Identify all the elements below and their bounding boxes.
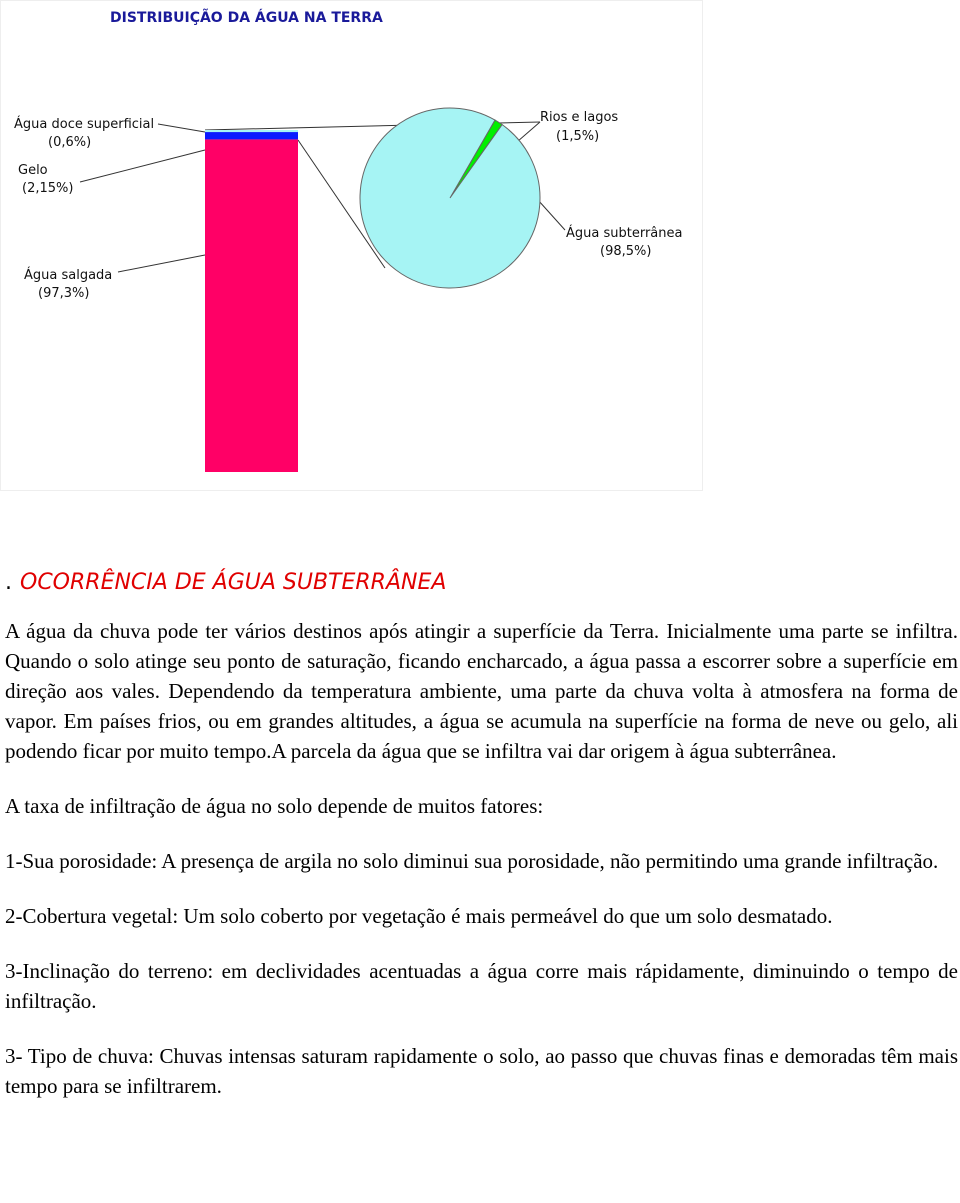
paragraph: A taxa de infiltração de água no solo de…: [5, 794, 544, 818]
paragraph: 3- Tipo de chuva: Chuvas intensas satura…: [5, 1044, 958, 1098]
paragraph: 3-Inclinação do terreno: em declividades…: [5, 959, 958, 1013]
paragraph: 1-Sua porosidade: A presença de argila n…: [5, 849, 939, 873]
label: Rios e lagos: [540, 110, 618, 125]
bar-segment: [205, 132, 298, 140]
chart-title: DISTRIBUIÇÃO DA ÁGUA NA TERRA: [110, 9, 383, 26]
leader-line: [79, 149, 206, 183]
label: Gelo: [18, 163, 48, 178]
value-label: (2,15%): [22, 181, 73, 196]
value-label: (0,6%): [48, 135, 91, 150]
leader-line: [157, 123, 206, 133]
heading-text: OCORRÊNCIA DE ÁGUA SUBTERRÂNEA: [20, 570, 447, 595]
label: Água doce superficial: [14, 116, 154, 132]
value-label: (98,5%): [600, 244, 651, 259]
connector-line: [297, 139, 386, 269]
document: . OCORRÊNCIA DE ÁGUA SUBTERRÂNEA A água d…: [5, 568, 958, 1126]
value-label: (1,5%): [556, 129, 599, 144]
bar-segment: [205, 139, 298, 472]
label: Água salgada: [24, 267, 112, 283]
chart-frame: [0, 0, 703, 491]
value-label: (97,3%): [38, 286, 89, 301]
heading-prefix: .: [5, 570, 12, 595]
paragraph: A água da chuva pode ter vários destinos…: [5, 619, 958, 763]
label: Água subterrânea: [566, 225, 682, 241]
chart: DISTRIBUIÇÃO DA ÁGUA NA TERRA Água doce …: [0, 0, 703, 491]
paragraph: 2-Cobertura vegetal: Um solo coberto por…: [5, 904, 833, 928]
pie-slice: [359, 107, 541, 289]
heading: . OCORRÊNCIA DE ÁGUA SUBTERRÂNEA: [5, 568, 958, 598]
leader-line: [117, 254, 206, 273]
bar-segment: [205, 130, 298, 133]
